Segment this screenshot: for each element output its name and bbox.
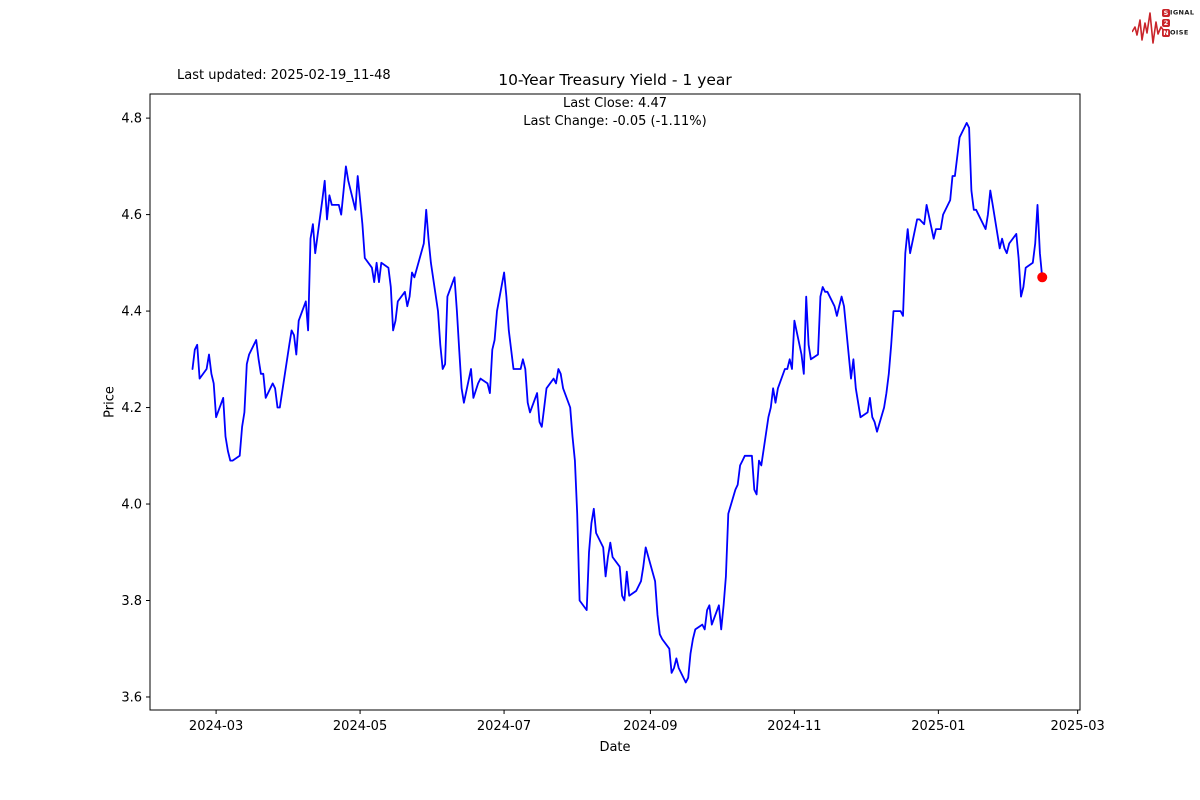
x-tick-label: 2024-09	[623, 719, 677, 734]
subtitle-last-change: Last Change: -0.05 (-1.11%)	[523, 114, 707, 129]
waveform-icon	[1132, 12, 1166, 44]
y-tick-label: 4.8	[121, 112, 142, 127]
logo-word-noise: OISE	[1170, 28, 1189, 37]
x-axis-label: Date	[599, 740, 631, 755]
signal2noise-logo: S IGNAL 2 NOISE	[1132, 4, 1196, 50]
x-tick-label: 2024-11	[767, 719, 821, 734]
x-tick-label: 2025-01	[911, 719, 965, 734]
subtitle-last-close: Last Close: 4.47	[562, 96, 668, 111]
logo-text: S IGNAL 2 NOISE	[1162, 7, 1194, 37]
y-tick-label: 4.2	[121, 401, 142, 416]
x-tick-label: 2025-03	[1050, 719, 1104, 734]
x-tick-label: 2024-05	[333, 719, 387, 734]
y-tick-label: 4.6	[121, 208, 142, 223]
logo-badge-n: N	[1162, 28, 1170, 37]
last-close-marker	[1037, 272, 1048, 283]
chart-title: 10-Year Treasury Yield - 1 year	[498, 71, 732, 89]
logo-badge-2: 2	[1162, 18, 1170, 27]
y-tick-label: 4.4	[121, 305, 142, 320]
logo-badge-s: S	[1162, 8, 1170, 17]
x-tick-label: 2024-03	[189, 719, 243, 734]
y-tick-label: 3.8	[121, 594, 142, 609]
logo-word-signal: IGNAL	[1170, 8, 1195, 17]
last-updated-text: Last updated: 2025-02-19_11-48	[177, 68, 391, 83]
plot-frame	[149, 93, 1081, 711]
yield-line	[191, 122, 1044, 684]
y-tick-label: 4.0	[121, 498, 142, 513]
logo-row-noise: NOISE	[1162, 27, 1194, 37]
x-tick-label: 2024-07	[477, 719, 531, 734]
y-tick-label: 3.6	[121, 690, 142, 705]
logo-row-2: 2	[1162, 17, 1194, 27]
logo-row-signal: S IGNAL	[1162, 7, 1194, 17]
